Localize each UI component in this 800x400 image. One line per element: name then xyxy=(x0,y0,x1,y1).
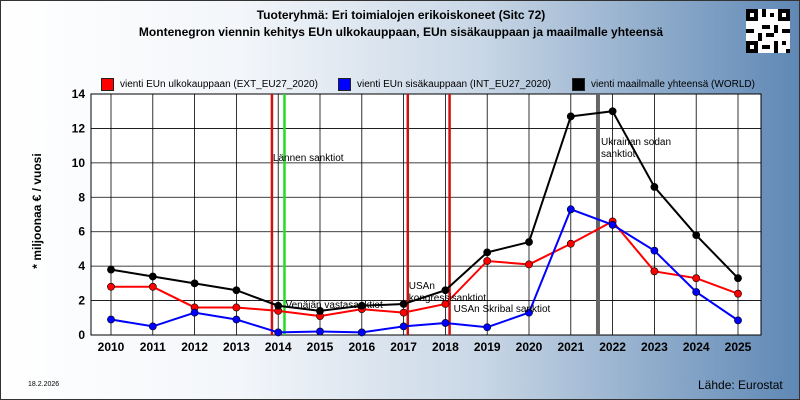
data-point-ext xyxy=(734,289,742,298)
data-point-int xyxy=(107,315,115,324)
legend-item-world: vienti maailmalle yhteensä (WORLD) xyxy=(572,78,755,91)
data-point-world xyxy=(357,301,366,310)
data-point-ext xyxy=(566,239,575,248)
data-point-ext xyxy=(107,282,115,291)
x-tick-label: 2024 xyxy=(683,340,710,354)
x-tick-label: 2025 xyxy=(725,340,752,354)
data-point-world xyxy=(148,272,157,281)
y-tick-label: 14 xyxy=(72,87,86,101)
date-stamp: 18.2.2026 xyxy=(28,381,60,388)
data-point-int xyxy=(441,319,450,327)
x-tick-label: 2020 xyxy=(516,340,543,354)
x-tick-label: 2015 xyxy=(307,340,334,354)
y-tick-label: 2 xyxy=(78,294,85,308)
chart-subtitle: Montenegron viennin kehitys EUn ulkokaup… xyxy=(138,25,664,39)
legend-item-ext: vienti EUn ulkokauppaan (EXT_EU27_2020) xyxy=(101,78,318,91)
data-point-world xyxy=(608,107,617,116)
data-point-ext xyxy=(650,267,659,276)
data-point-world xyxy=(566,112,575,121)
series-line-ext xyxy=(111,220,739,318)
event-label-line: Ukrainan sodan xyxy=(601,137,671,148)
data-point-world xyxy=(107,265,115,274)
event-label-line: USAn xyxy=(409,281,435,292)
legend-item-int: vienti EUn sisäkauppaan (INT_EU27_2020) xyxy=(338,78,551,91)
legend-swatch-int xyxy=(338,78,351,91)
data-point-world xyxy=(190,279,199,288)
x-tick-label: 2021 xyxy=(557,340,584,354)
legend-label-int: vienti EUn sisäkauppaan (INT_EU27_2020) xyxy=(357,79,551,90)
data-point-ext xyxy=(483,257,492,265)
legend-label-world: vienti maailmalle yhteensä (WORLD) xyxy=(591,79,755,90)
data-point-int xyxy=(274,328,283,337)
event-label: Venäjän vastasanktiot xyxy=(285,300,383,311)
data-point-int xyxy=(483,323,492,332)
data-point-world xyxy=(483,248,492,257)
x-tick-label: 2023 xyxy=(641,340,668,354)
legend-label-ext: vienti EUn ulkokauppaan (EXT_EU27_2020) xyxy=(120,79,318,90)
data-point-world xyxy=(734,274,742,283)
data-point-ext xyxy=(148,282,157,291)
legend-swatch-world xyxy=(572,78,585,91)
x-tick-label: 2013 xyxy=(223,340,250,354)
x-tick-label: 2017 xyxy=(390,340,417,354)
x-tick-label: 2018 xyxy=(432,340,459,354)
legend-swatch-ext xyxy=(101,78,114,91)
y-tick-label: 0 xyxy=(78,328,85,342)
series-line-world xyxy=(110,110,739,312)
data-point-world xyxy=(274,301,283,310)
data-point-ext xyxy=(692,274,701,283)
event-label: Lännen sanktiot xyxy=(273,153,344,164)
x-tick-label: 2022 xyxy=(599,340,626,354)
event-label: USAn Skribal sanktiot xyxy=(454,304,551,315)
y-tick-label: 4 xyxy=(78,259,85,273)
y-tick-label: 10 xyxy=(72,156,86,170)
x-tick-label: 2011 xyxy=(140,340,166,354)
chart-title: Tuoteryhmä: Eri toimialojen erikoiskonee… xyxy=(256,8,546,22)
data-point-int xyxy=(232,315,241,324)
x-tick-label: 2019 xyxy=(474,340,501,354)
data-point-ext xyxy=(441,300,450,308)
data-point-int xyxy=(692,288,701,296)
event-label: Ukrainan sodan sanktiot xyxy=(601,137,671,160)
data-point-int xyxy=(148,322,157,331)
data-point-ext xyxy=(525,260,533,269)
qr-code-icon xyxy=(746,9,790,53)
event-label: USAn kongressisanktiot xyxy=(409,281,486,304)
data-point-int xyxy=(316,327,324,336)
data-point-int xyxy=(650,246,659,255)
x-tick-label: 2014 xyxy=(265,340,292,354)
series-line-int xyxy=(110,208,739,334)
x-tick-label: 2016 xyxy=(348,340,375,354)
plot-area xyxy=(90,93,762,336)
y-tick-label: 6 xyxy=(78,225,85,239)
data-point-world xyxy=(525,238,533,246)
data-point-world xyxy=(316,306,324,315)
data-point-ext xyxy=(399,308,408,317)
data-point-world xyxy=(399,300,408,308)
data-point-ext xyxy=(232,303,241,312)
data-point-int xyxy=(399,322,408,331)
data-point-world xyxy=(692,231,701,240)
data-point-world xyxy=(232,286,241,295)
y-tick-label: 8 xyxy=(78,190,85,204)
data-point-int xyxy=(566,205,575,214)
y-tick-label: 12 xyxy=(72,121,86,135)
data-point-int xyxy=(525,308,533,317)
data-point-int xyxy=(734,316,742,325)
source-label: Lähde: Eurostat xyxy=(698,378,783,392)
x-tick-label: 2012 xyxy=(181,340,208,354)
data-point-world xyxy=(650,183,659,191)
event-label-line: kongressisanktiot xyxy=(409,293,486,304)
data-point-world xyxy=(441,286,450,295)
x-tick-label: 2010 xyxy=(98,340,125,354)
data-point-int xyxy=(357,328,366,337)
data-point-int xyxy=(190,308,199,317)
event-label-line: sanktiot xyxy=(601,149,636,160)
data-point-int xyxy=(608,220,617,229)
